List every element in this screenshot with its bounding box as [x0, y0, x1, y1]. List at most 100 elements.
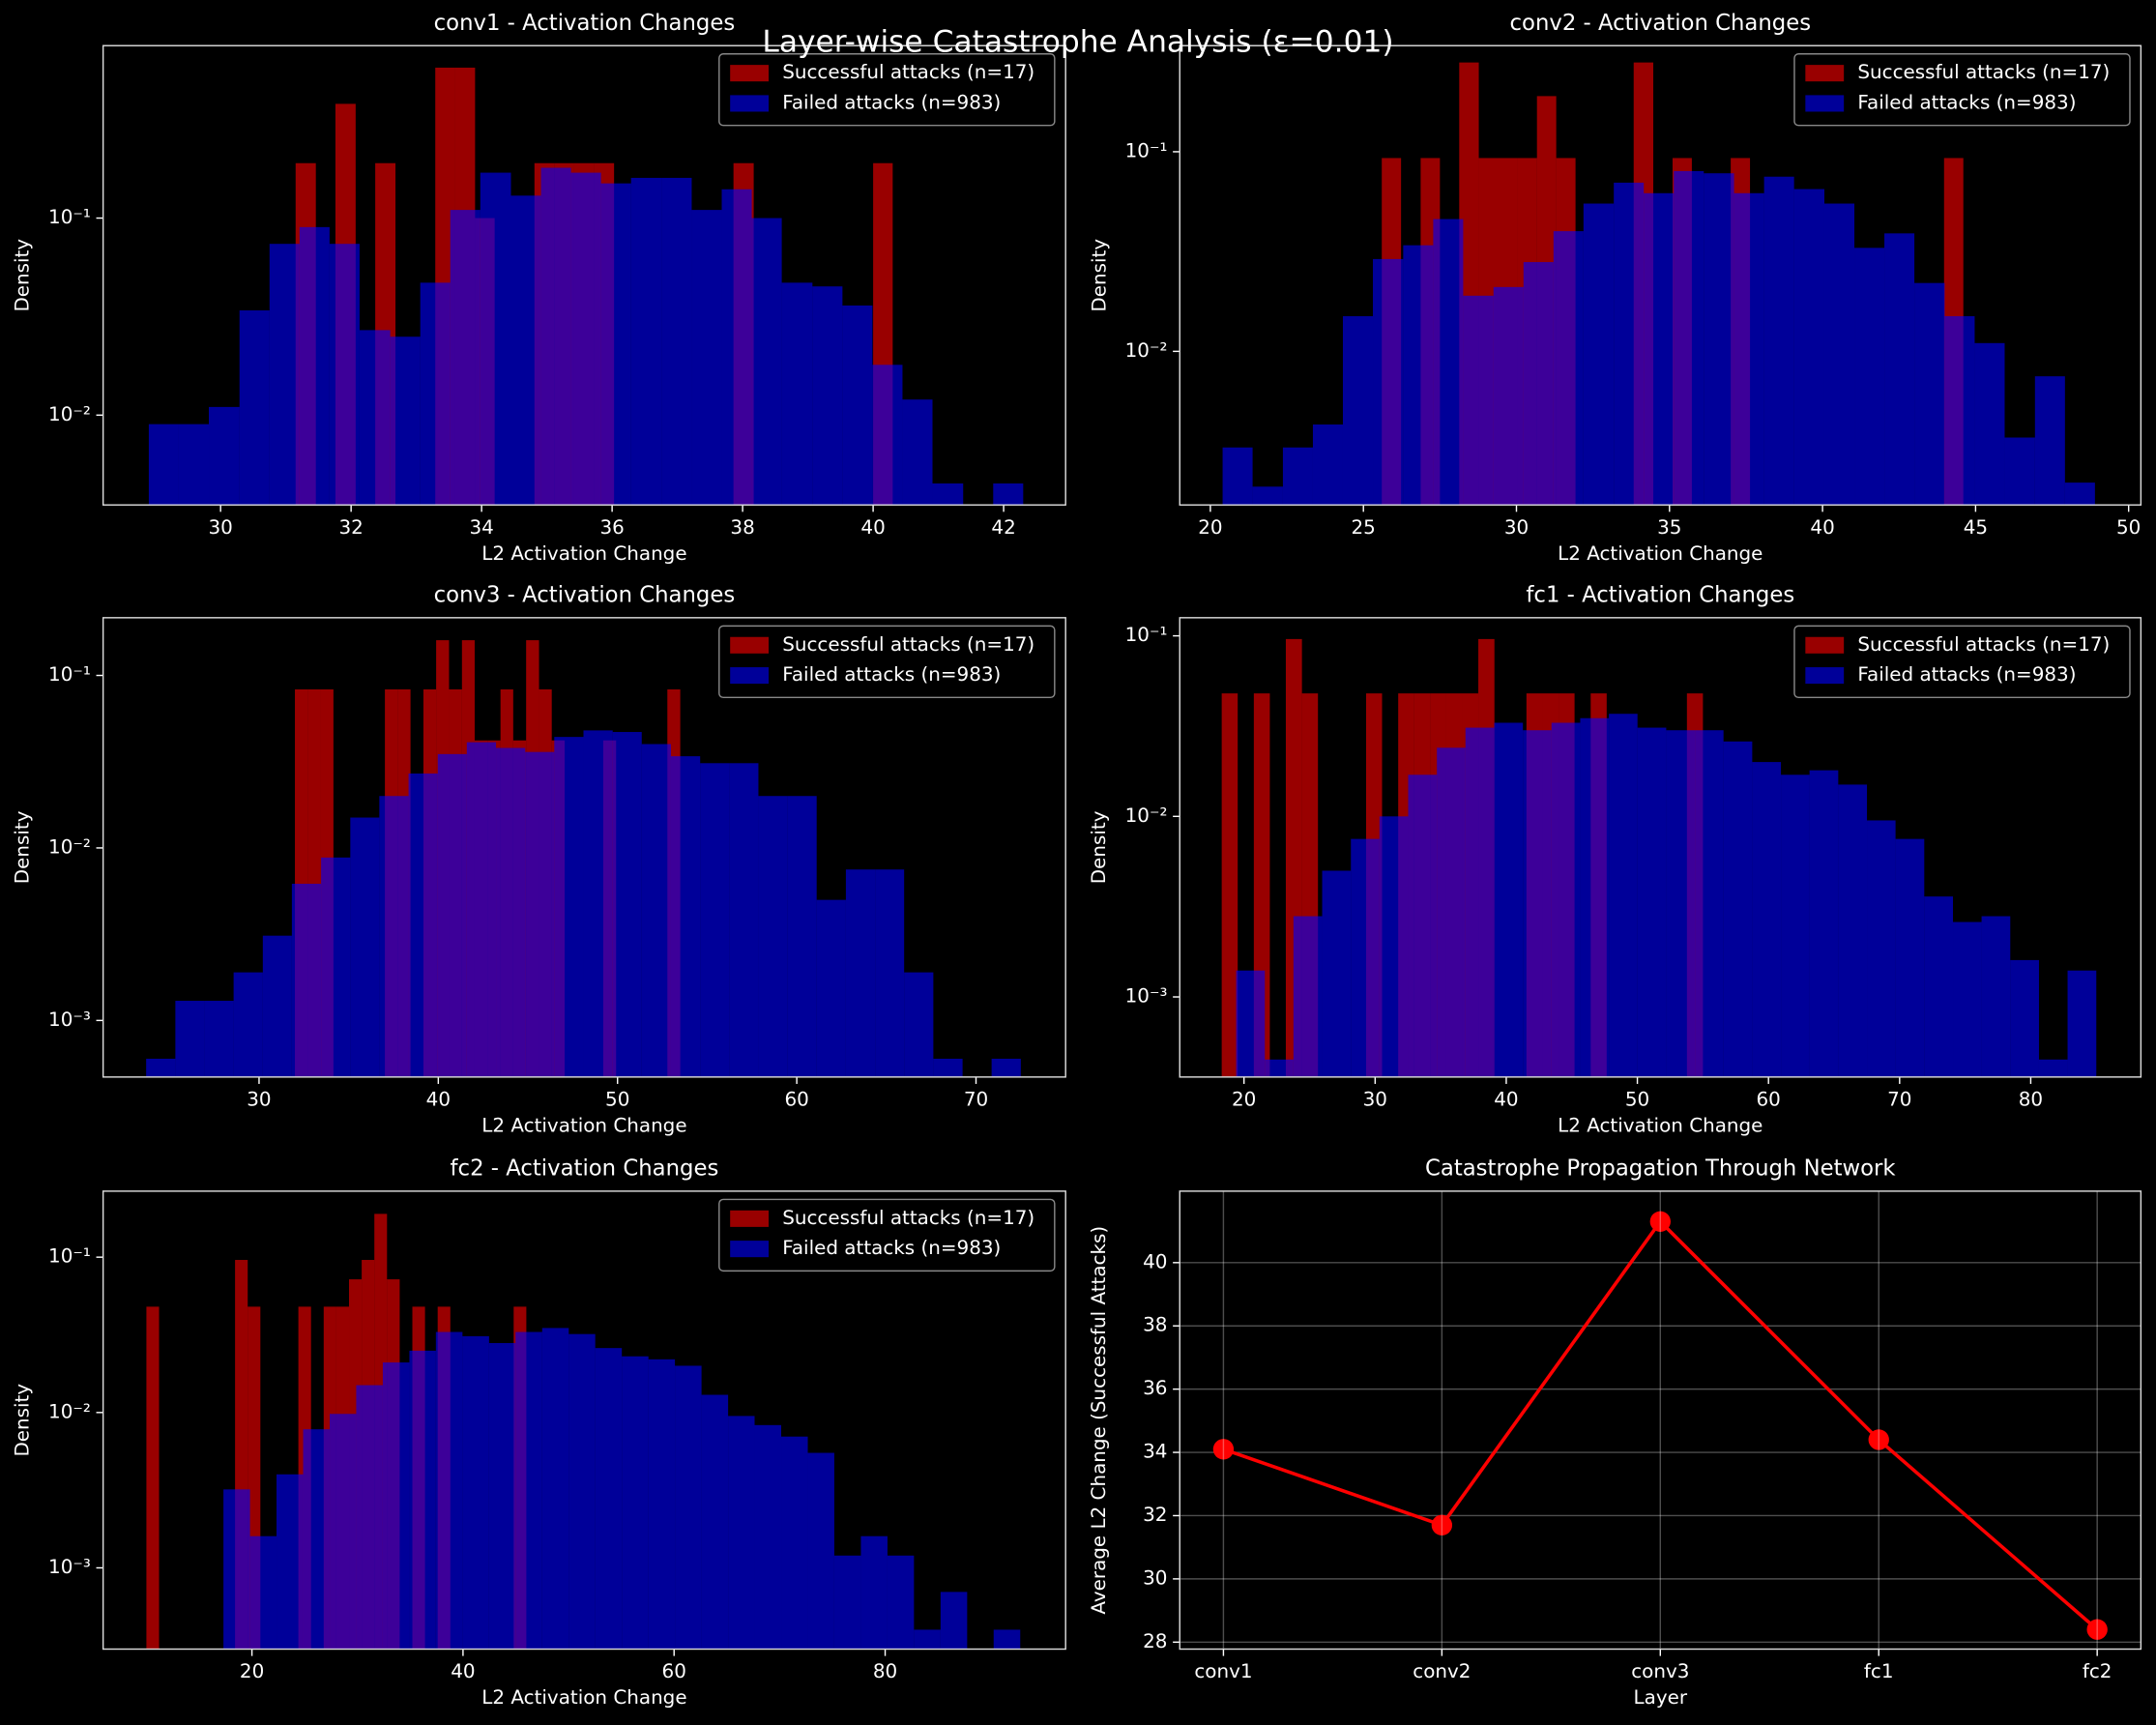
histogram-bar	[630, 177, 662, 506]
y-tick-label: 10⁻³	[48, 1009, 91, 1031]
legend-swatch	[730, 65, 770, 82]
subplot-title: conv2 - Activation Changes	[1510, 11, 1812, 36]
y-tick-label: 30	[1143, 1566, 1167, 1589]
histogram-bar	[1838, 784, 1868, 1077]
histogram-bar	[1637, 727, 1667, 1077]
x-tick-label: 30	[1504, 516, 1529, 539]
histogram-bar	[648, 1359, 676, 1650]
histogram-bar	[359, 330, 391, 506]
line-marker	[1431, 1514, 1453, 1535]
subplot: conv2 - Activation Changes L2 Activation …	[1088, 11, 2142, 565]
histogram-bar	[875, 869, 905, 1077]
y-axis-label: Density	[12, 1384, 34, 1457]
histogram-bar	[2034, 376, 2065, 506]
legend-label: Failed attacks (n=983)	[782, 663, 1001, 686]
legend-label: Successful attacks (n=17)	[1857, 633, 2110, 656]
histogram-bar	[751, 218, 782, 506]
histogram-bar	[525, 751, 555, 1077]
histogram-bar	[1734, 192, 1764, 506]
histogram-bar	[303, 1429, 331, 1650]
y-tick-label: 10⁻²	[1125, 339, 1168, 362]
y-tick-label: 10⁻²	[1125, 804, 1168, 827]
x-axis-label: L2 Activation Change	[1558, 1115, 1763, 1137]
histogram-bar	[1265, 1059, 1294, 1077]
histogram-bar	[728, 1416, 755, 1650]
histogram-bar	[940, 1592, 968, 1650]
histogram-bar	[787, 796, 817, 1077]
legend-swatch	[730, 1210, 770, 1227]
histogram-bar	[249, 1535, 277, 1650]
histogram-bar	[1704, 173, 1734, 506]
x-tick-label: 40	[451, 1660, 475, 1682]
legend-box	[718, 625, 1056, 699]
histogram-bar	[262, 935, 292, 1077]
legend-label: Failed attacks (n=983)	[782, 91, 1001, 113]
y-tick-label: 36	[1143, 1377, 1167, 1399]
histogram-bar	[933, 1058, 963, 1077]
legend-box	[718, 53, 1056, 127]
x-tick-label: 70	[964, 1089, 988, 1111]
histogram-bar	[1823, 203, 1855, 506]
y-tick-label: 10⁻¹	[48, 206, 91, 228]
histogram-bar	[496, 747, 526, 1077]
legend-swatch	[730, 1241, 770, 1258]
x-tick-label: 20	[1232, 1089, 1256, 1111]
histogram-bar	[1408, 775, 1438, 1077]
histogram-bar	[1322, 870, 1352, 1077]
histogram-bar	[1312, 424, 1343, 506]
histogram-bar	[1403, 245, 1434, 506]
histogram-bar	[1551, 722, 1581, 1077]
histogram-bar	[1924, 896, 1954, 1077]
histogram-bar	[1583, 203, 1615, 506]
histogram-bar	[450, 210, 481, 506]
histogram-bar	[269, 244, 300, 506]
histogram-bar	[1674, 170, 1704, 506]
histogram-bar	[670, 756, 701, 1077]
legend-swatch	[1805, 667, 1845, 685]
histogram-bar	[754, 1424, 782, 1650]
plot-area	[148, 67, 1024, 506]
histogram-bar	[408, 773, 438, 1077]
axes-frame	[102, 617, 1066, 1078]
histogram-bar	[1867, 820, 1896, 1077]
y-axis-label: Density	[1088, 239, 1110, 312]
histogram-bar	[329, 244, 360, 506]
y-tick-label: 10⁻³	[1125, 985, 1168, 1008]
histogram-bar	[233, 972, 263, 1077]
legend-label: Successful attacks (n=17)	[1857, 61, 2110, 83]
histogram-bar	[540, 167, 571, 506]
x-tick-label: 40	[1494, 1089, 1518, 1111]
histogram-bar	[1781, 775, 1810, 1077]
histogram-bar	[1493, 286, 1524, 506]
histogram-bar	[570, 172, 601, 506]
x-tick-label: 42	[991, 516, 1015, 539]
histogram-bar	[872, 365, 903, 506]
histogram-bar	[223, 1489, 250, 1650]
histogram-bar	[379, 796, 409, 1077]
x-tick-label: 20	[1198, 516, 1222, 539]
x-tick-label: conv2	[1413, 1660, 1471, 1682]
x-axis-label: L2 Activation Change	[481, 1686, 686, 1709]
histogram-bar	[1236, 970, 1266, 1077]
subplot-title: conv1 - Activation Changes	[434, 11, 736, 36]
legend-swatch	[730, 95, 770, 112]
histogram-bar	[1553, 231, 1584, 506]
legend-box	[718, 1198, 1056, 1272]
histogram-bar	[729, 763, 759, 1077]
x-tick-label: 30	[208, 516, 232, 539]
histogram-bar	[1609, 714, 1638, 1077]
histogram-bar	[350, 817, 380, 1077]
legend-label: Failed attacks (n=983)	[1857, 663, 2076, 686]
axes-frame	[1179, 617, 2142, 1078]
histogram-bar	[409, 1350, 436, 1650]
histogram-bar	[146, 1058, 176, 1077]
histogram-bar	[781, 1436, 808, 1650]
histogram-bar	[178, 424, 210, 506]
histogram-bar	[1222, 447, 1253, 506]
histogram-bar	[622, 1356, 649, 1650]
histogram-bar	[1342, 316, 1374, 506]
histogram-bar	[1953, 921, 1982, 1077]
x-tick-label: 60	[1757, 1089, 1781, 1111]
histogram-bar	[1463, 295, 1494, 506]
